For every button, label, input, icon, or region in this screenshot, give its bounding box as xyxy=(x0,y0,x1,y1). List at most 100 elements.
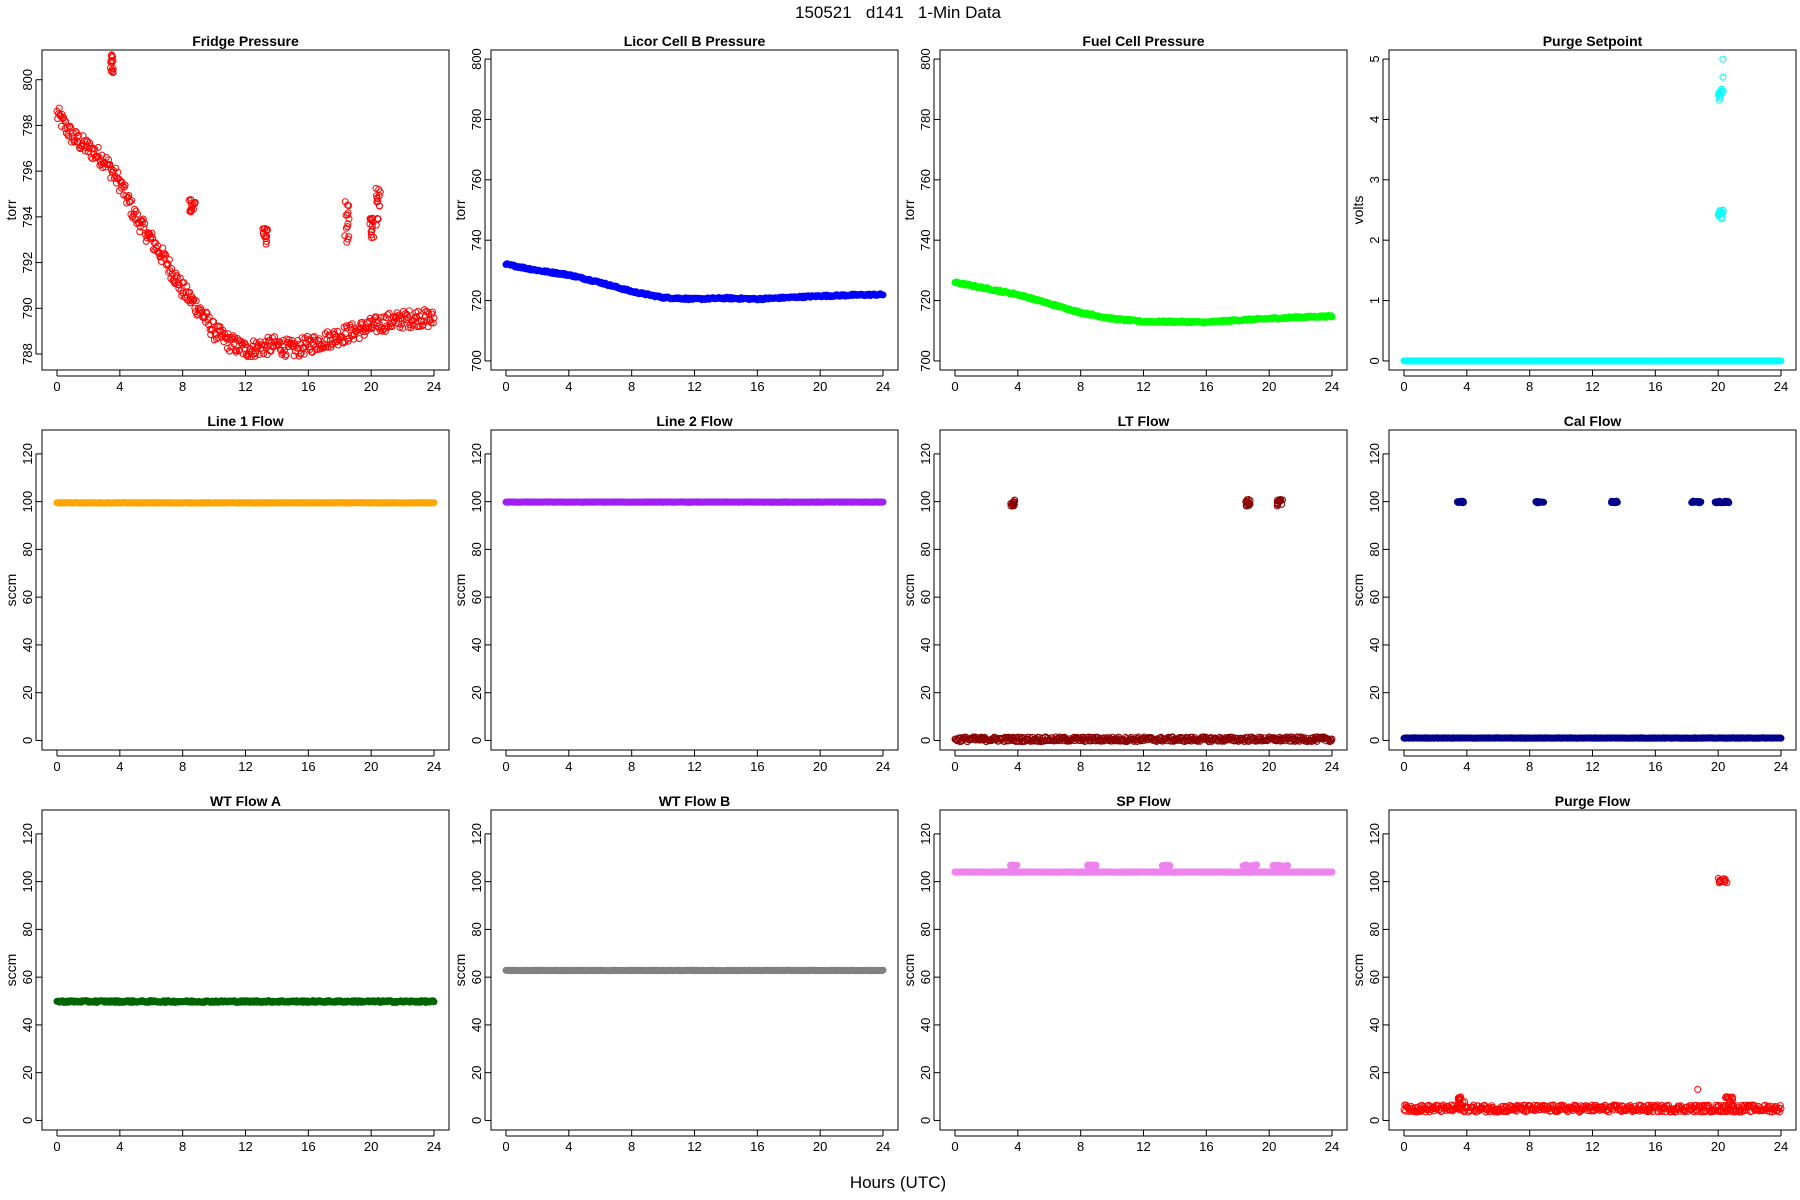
y-axis-label: torr xyxy=(452,199,468,220)
data-point xyxy=(405,307,413,315)
x-tick-label: 12 xyxy=(1136,759,1150,774)
y-tick-label: 740 xyxy=(469,229,484,251)
x-tick-label: 24 xyxy=(876,1139,890,1154)
x-tick-label: 8 xyxy=(1077,379,1084,394)
y-tick-label: 120 xyxy=(1367,443,1382,465)
x-tick-label: 0 xyxy=(53,759,60,774)
x-tick-label: 12 xyxy=(1136,379,1150,394)
data-point xyxy=(397,320,405,328)
x-tick-label: 24 xyxy=(427,1139,441,1154)
data-point xyxy=(280,343,288,351)
y-tick-label: 780 xyxy=(469,109,484,131)
panel-title: Fridge Pressure xyxy=(192,33,299,49)
data-point xyxy=(243,352,251,359)
y-tick-label: 2 xyxy=(1367,237,1382,244)
x-tick-label: 0 xyxy=(951,379,958,394)
y-tick-label: 100 xyxy=(20,871,35,893)
data-point xyxy=(367,228,375,235)
data-point xyxy=(392,314,400,322)
x-tick-label: 4 xyxy=(1014,379,1021,394)
data-point xyxy=(879,498,887,506)
data-point xyxy=(1534,499,1542,507)
data-point xyxy=(121,181,129,189)
y-axis-label: sccm xyxy=(452,574,468,607)
data-point xyxy=(109,65,117,73)
x-tick-label: 20 xyxy=(1262,759,1276,774)
y-tick-label: 740 xyxy=(918,229,933,251)
data-point xyxy=(94,153,102,160)
x-tick-label: 8 xyxy=(1526,759,1533,774)
y-tick-label: 120 xyxy=(918,443,933,465)
data-point xyxy=(79,132,87,140)
data-point xyxy=(403,311,411,319)
x-tick-label: 16 xyxy=(1199,379,1213,394)
data-point xyxy=(264,333,272,341)
y-tick-label: 20 xyxy=(20,1065,35,1079)
data-point xyxy=(316,335,323,343)
x-tick-label: 20 xyxy=(813,759,827,774)
data-point xyxy=(187,199,195,207)
data-point xyxy=(342,224,350,232)
x-tick-label: 0 xyxy=(1400,379,1407,394)
y-tick-label: 120 xyxy=(469,823,484,845)
x-tick-label: 24 xyxy=(876,379,890,394)
data-point xyxy=(163,259,171,267)
y-tick-label: 60 xyxy=(1367,590,1382,604)
data-point xyxy=(205,313,213,321)
x-tick-label: 8 xyxy=(1077,759,1084,774)
data-point xyxy=(75,131,83,139)
data-point xyxy=(1611,499,1619,507)
x-tick-label: 16 xyxy=(750,1139,764,1154)
data-point xyxy=(1720,499,1728,507)
data-point xyxy=(168,270,176,278)
data-point xyxy=(106,161,114,168)
data-points xyxy=(951,278,1336,327)
y-tick-label: 720 xyxy=(918,290,933,312)
y-tick-label: 0 xyxy=(918,737,933,744)
x-tick-label: 0 xyxy=(502,379,509,394)
x-tick-label: 0 xyxy=(502,1139,509,1154)
y-tick-label: 120 xyxy=(20,443,35,465)
y-tick-label: 40 xyxy=(1367,638,1382,652)
data-point xyxy=(190,205,197,213)
data-point xyxy=(326,331,334,339)
data-point xyxy=(91,145,99,153)
data-point xyxy=(879,291,887,299)
data-point xyxy=(214,334,222,342)
data-point xyxy=(141,220,149,228)
panel-title: Line 1 Flow xyxy=(207,413,283,429)
data-point xyxy=(186,288,194,296)
data-point xyxy=(260,350,268,358)
x-tick-label: 8 xyxy=(628,1139,635,1154)
panel-title: Licor Cell B Pressure xyxy=(624,33,766,49)
y-tick-label: 80 xyxy=(469,922,484,936)
data-point xyxy=(377,313,385,321)
x-tick-label: 4 xyxy=(565,1139,572,1154)
x-tick-label: 20 xyxy=(364,379,378,394)
data-point xyxy=(429,319,437,327)
x-tick-label: 4 xyxy=(565,379,572,394)
data-point xyxy=(297,350,305,358)
y-tick-label: 790 xyxy=(20,297,35,319)
x-tick-label: 8 xyxy=(628,379,635,394)
data-points xyxy=(53,997,438,1006)
panel-title: Cal Flow xyxy=(1564,413,1622,429)
y-tick-label: 80 xyxy=(1367,542,1382,556)
data-point xyxy=(430,314,438,322)
data-point xyxy=(171,280,179,288)
x-tick-label: 4 xyxy=(1014,759,1021,774)
data-point xyxy=(344,209,352,217)
data-point xyxy=(168,265,176,273)
y-tick-label: 780 xyxy=(918,109,933,131)
y-tick-label: 80 xyxy=(20,922,35,936)
y-tick-label: 80 xyxy=(20,542,35,556)
data-point xyxy=(94,143,102,151)
data-point xyxy=(430,998,438,1006)
y-axis-label: sccm xyxy=(3,574,19,607)
y-tick-label: 1 xyxy=(1367,297,1382,304)
